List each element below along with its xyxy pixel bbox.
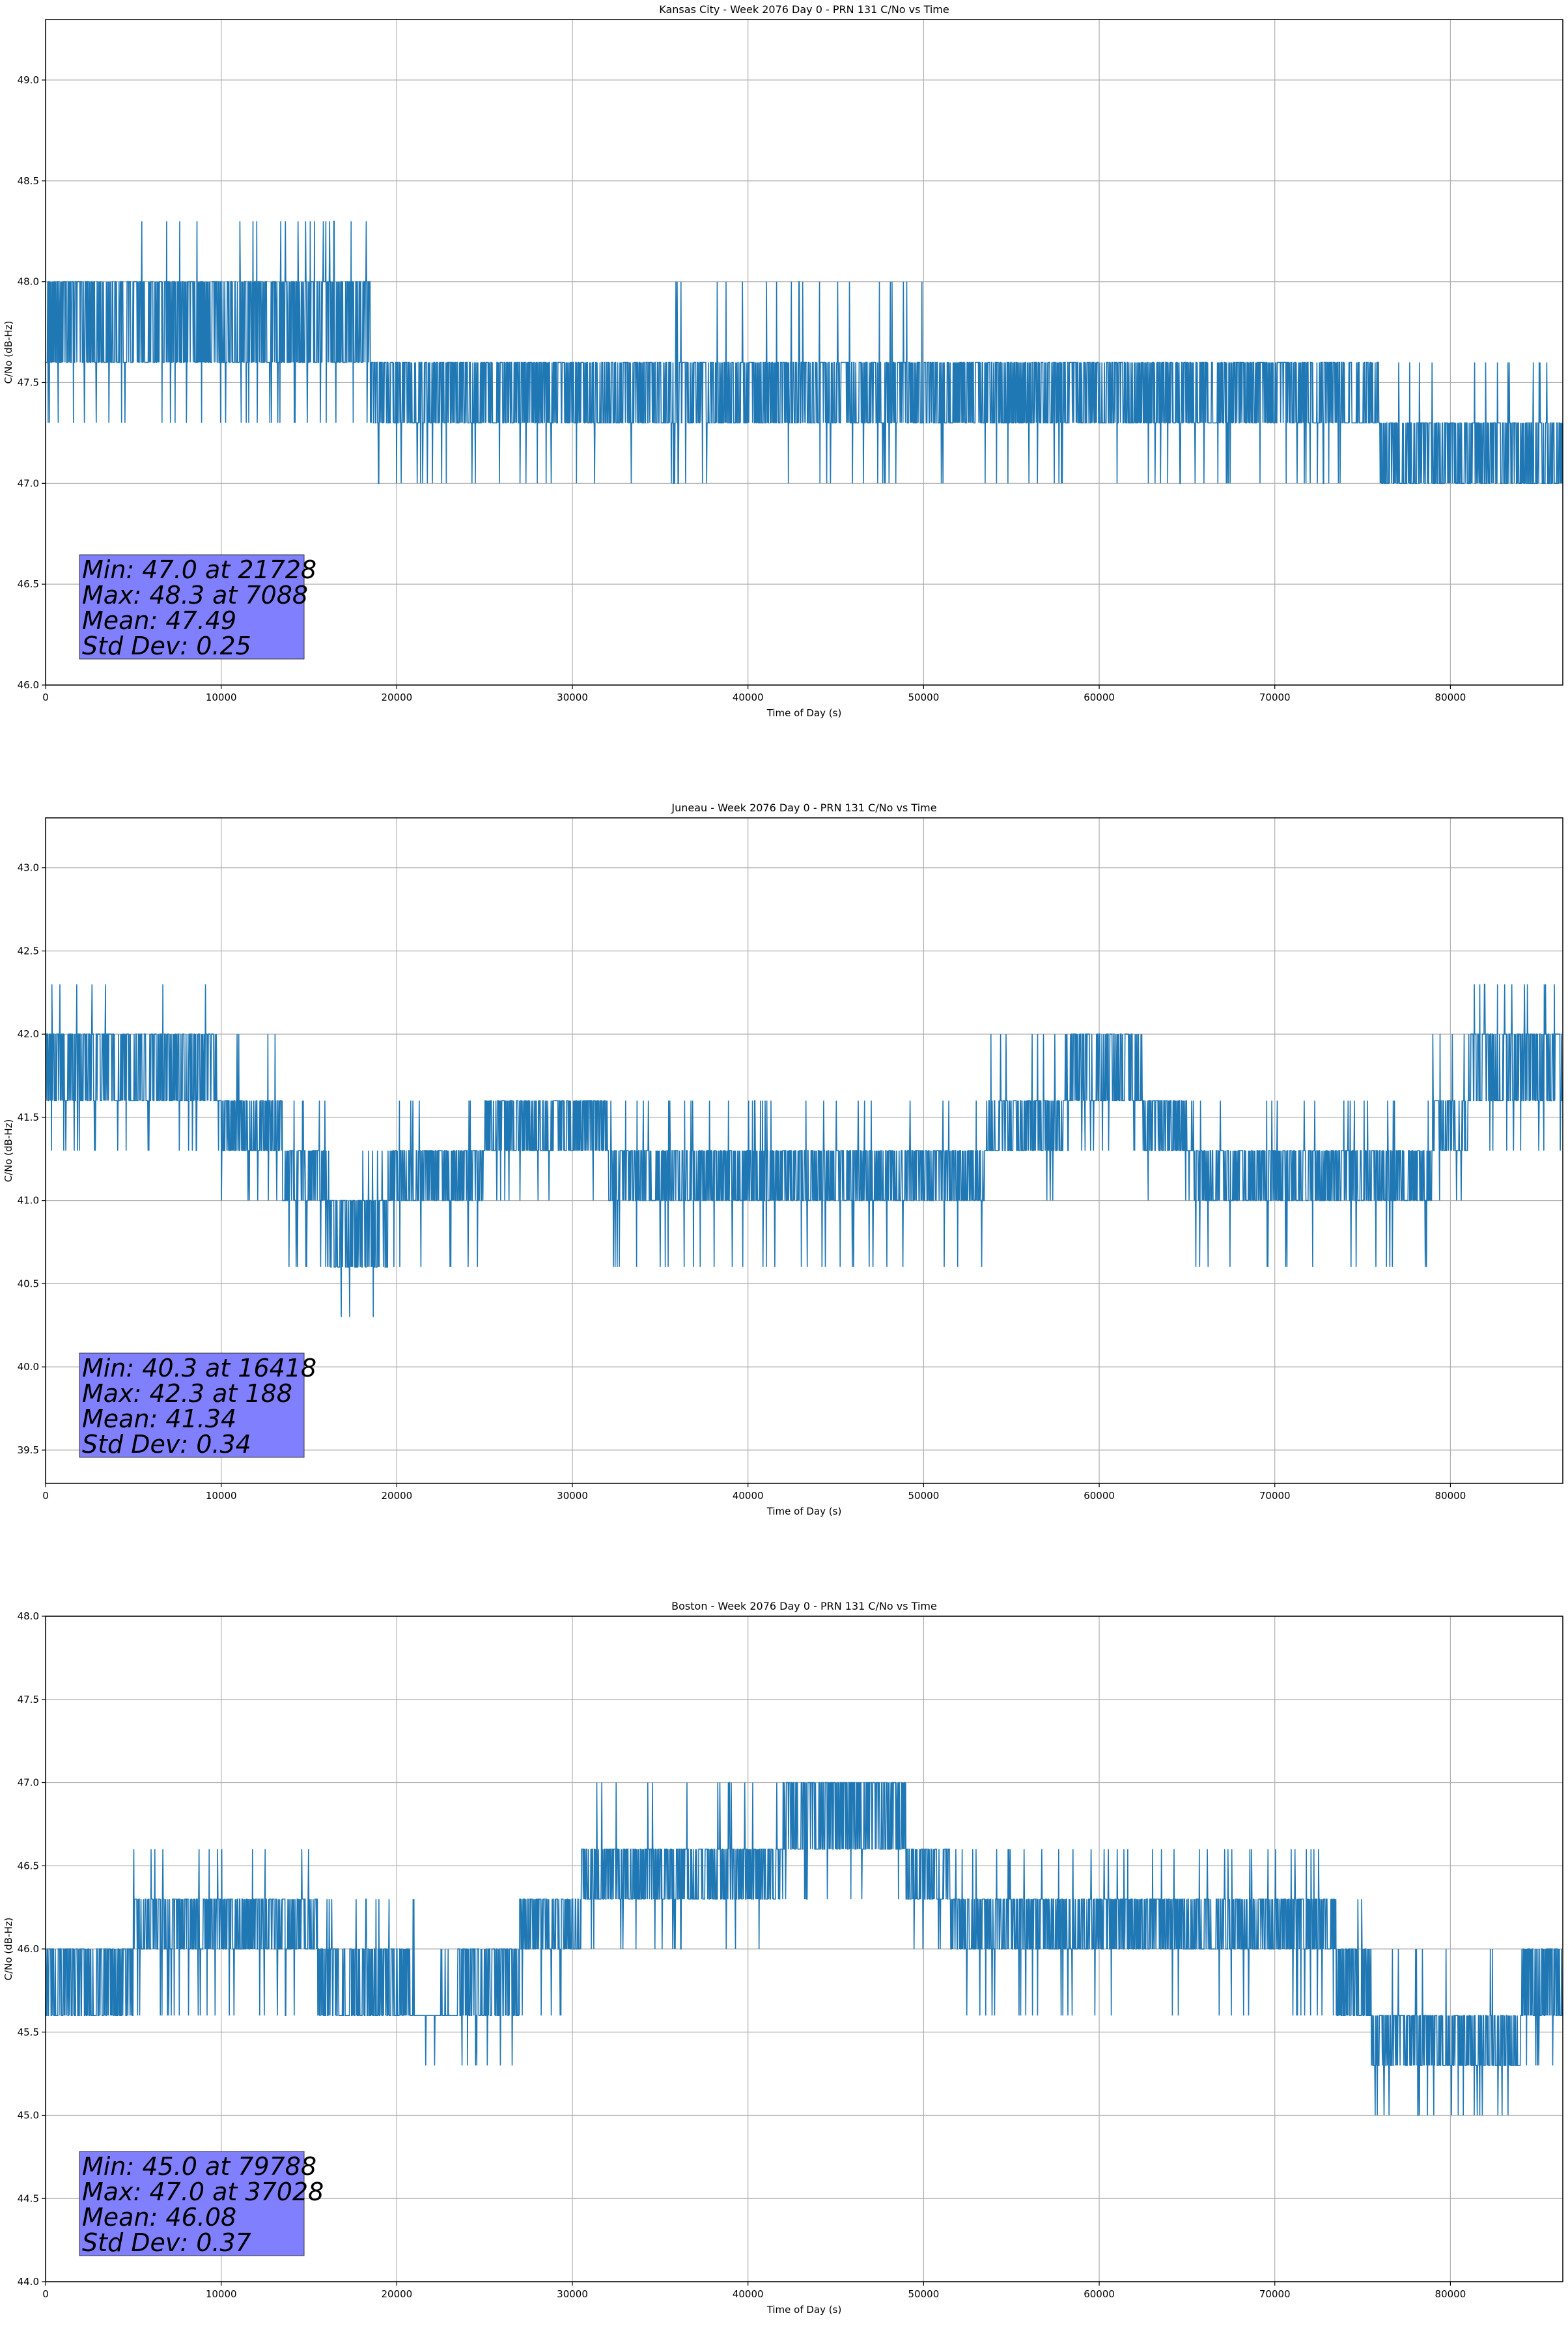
x-tick-label: 50000 [908, 2288, 940, 2300]
y-tick-label: 48.5 [18, 175, 39, 187]
stats-line: Std Dev: 0.34 [82, 1430, 251, 1459]
x-tick-label: 40000 [733, 2288, 764, 2300]
cno-series-line [45, 1782, 1563, 2116]
y-tick-label: 41.5 [18, 1112, 39, 1123]
cno-series-line [46, 983, 1563, 1317]
plot-frame [45, 19, 1563, 686]
x-axis-label: Time of Day (s) [766, 2304, 842, 2316]
x-tick-label: 20000 [381, 692, 412, 703]
stats-line: Min: 45.0 at 79788 [82, 2152, 316, 2181]
y-tick-label: 42.0 [18, 1028, 39, 1040]
chart-title: Boston - Week 2076 Day 0 - PRN 131 C/No … [671, 1600, 937, 1612]
chart-title: Kansas City - Week 2076 Day 0 - PRN 131 … [659, 3, 949, 16]
x-tick-label: 80000 [1435, 692, 1466, 703]
stats-line: Max: 47.0 at 37028 [82, 2178, 324, 2206]
x-tick-label: 80000 [1435, 1490, 1466, 1502]
y-axis-label: C/No (dB-Hz) [3, 1119, 14, 1183]
y-tick-label: 46.5 [18, 1860, 39, 1871]
stats-box [79, 2151, 305, 2256]
y-tick-label: 39.5 [18, 1444, 39, 1456]
stats-line: Min: 40.3 at 16418 [82, 1354, 316, 1382]
stats-line: Min: 47.0 at 21728 [82, 555, 316, 584]
y-tick-label: 46.5 [18, 578, 39, 590]
x-tick-label: 30000 [557, 2288, 588, 2300]
y-tick-label: 45.0 [18, 2110, 39, 2122]
x-tick-label: 70000 [1259, 692, 1291, 703]
x-tick-label: 60000 [1084, 2288, 1115, 2300]
x-tick-label: 0 [42, 2288, 49, 2300]
x-tick-label: 20000 [381, 1490, 412, 1502]
x-tick-label: 30000 [557, 1490, 588, 1502]
cno-series-line [46, 220, 1563, 484]
x-tick-label: 50000 [908, 692, 940, 703]
y-tick-label: 44.5 [18, 2192, 39, 2204]
x-axis-label: Time of Day (s) [766, 707, 842, 719]
y-tick-label: 47.5 [18, 1694, 39, 1705]
y-tick-label: 47.0 [18, 477, 39, 489]
y-tick-label: 46.0 [18, 679, 39, 691]
x-tick-label: 60000 [1084, 1490, 1115, 1502]
stats-box [79, 554, 305, 660]
x-tick-label: 0 [42, 692, 49, 703]
y-tick-label: 47.0 [18, 1777, 39, 1789]
x-tick-label: 10000 [206, 1490, 237, 1502]
y-tick-label: 40.0 [18, 1361, 39, 1373]
stats-line: Mean: 41.34 [82, 1405, 236, 1433]
stats-line: Mean: 47.49 [82, 606, 236, 635]
x-tick-label: 60000 [1084, 692, 1115, 703]
stats-box [79, 1352, 305, 1458]
x-tick-label: 70000 [1259, 1490, 1291, 1502]
boston-chart: Boston - Week 2076 Day 0 - PRN 131 C/No … [3, 1600, 1563, 2316]
y-tick-label: 40.5 [18, 1278, 39, 1289]
x-tick-label: 50000 [908, 1490, 940, 1502]
y-axis-label: C/No (dB-Hz) [3, 321, 14, 384]
y-tick-label: 47.5 [18, 376, 39, 388]
y-tick-label: 42.5 [18, 945, 39, 957]
stats-line: Max: 48.3 at 7088 [82, 581, 308, 609]
plot-frame [45, 1616, 1563, 2282]
y-tick-label: 48.0 [18, 1610, 39, 1622]
chart-title: Juneau - Week 2076 Day 0 - PRN 131 C/No … [671, 802, 936, 814]
x-tick-label: 10000 [206, 692, 237, 703]
y-tick-label: 44.0 [18, 2276, 39, 2288]
stats-line: Mean: 46.08 [82, 2203, 236, 2232]
x-tick-label: 0 [42, 1490, 49, 1502]
y-tick-label: 48.0 [18, 276, 39, 288]
x-tick-label: 70000 [1259, 2288, 1291, 2300]
y-tick-label: 49.0 [18, 74, 39, 86]
stats-line: Max: 42.3 at 188 [82, 1379, 292, 1408]
x-tick-label: 20000 [381, 2288, 412, 2300]
x-axis-label: Time of Day (s) [766, 1506, 842, 1517]
y-axis-label: C/No (dB-Hz) [3, 1918, 14, 1981]
x-tick-label: 30000 [557, 692, 588, 703]
x-tick-label: 40000 [733, 692, 764, 703]
y-tick-label: 41.0 [18, 1195, 39, 1207]
x-tick-label: 40000 [733, 1490, 764, 1502]
plot-frame [45, 817, 1563, 1484]
x-tick-label: 10000 [206, 2288, 237, 2300]
y-tick-label: 43.0 [18, 862, 39, 874]
x-tick-label: 80000 [1435, 2288, 1466, 2300]
juneau-chart: Juneau - Week 2076 Day 0 - PRN 131 C/No … [3, 802, 1563, 1517]
stats-line: Std Dev: 0.25 [82, 632, 251, 660]
y-tick-label: 45.5 [18, 2026, 39, 2038]
y-tick-label: 46.0 [18, 1943, 39, 1955]
stats-line: Std Dev: 0.37 [82, 2228, 251, 2257]
kansas-city-chart: Kansas City - Week 2076 Day 0 - PRN 131 … [3, 3, 1563, 719]
